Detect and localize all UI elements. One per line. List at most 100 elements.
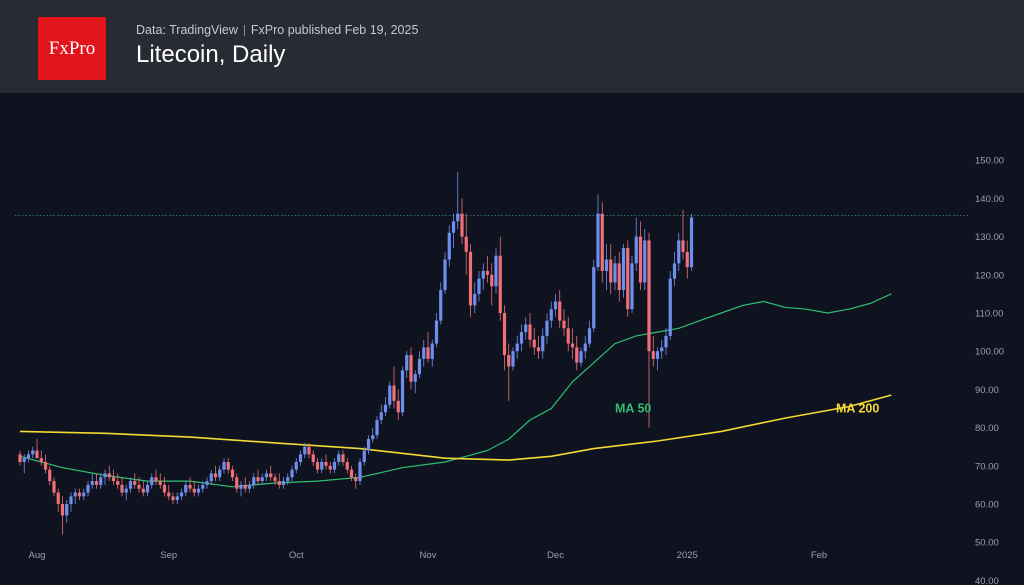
y-tick-label: 140.00 [975, 194, 1004, 205]
candle-down [315, 461, 320, 470]
candle-down [273, 477, 277, 482]
candle-down [60, 504, 65, 516]
candle-down [626, 248, 630, 310]
candlestick-chart: 150.00 140.00 130.00 120.00 110.00 100.00 90.0… [15, 156, 1004, 585]
candle-up [379, 412, 383, 420]
candle-up [383, 404, 388, 413]
candle-down [52, 481, 56, 493]
candle-down [490, 274, 494, 287]
candle-up [150, 477, 154, 485]
candle-down [507, 355, 511, 367]
candle-up [655, 351, 660, 359]
y-tick-label: 70.00 [975, 461, 999, 472]
candle-up [604, 259, 609, 271]
candle-down [18, 454, 22, 462]
candle-up [672, 263, 677, 279]
candle-down [409, 355, 413, 382]
candle-up [511, 351, 515, 367]
candle-up [689, 217, 694, 268]
y-tick-label: 150.00 [975, 156, 1004, 167]
candle-up [592, 267, 596, 329]
candle-down [120, 484, 124, 493]
candle-down [213, 473, 218, 478]
candle-down [311, 454, 315, 462]
divider [243, 24, 245, 36]
candle-down [277, 481, 281, 485]
candle-down [638, 236, 643, 283]
candle-up [456, 213, 460, 222]
candle-up [422, 347, 426, 359]
candle-down [167, 492, 171, 497]
candle-up [660, 347, 664, 352]
candle-up [264, 473, 269, 478]
candle-up [587, 328, 592, 344]
candle-up [430, 343, 434, 359]
candle-down [468, 251, 473, 306]
candle-down [341, 454, 345, 462]
candle-down [349, 469, 354, 478]
x-tick-label: Oct [289, 550, 304, 561]
candle-down [192, 488, 196, 493]
candle-down [116, 481, 120, 485]
candle-up [664, 335, 668, 348]
candle-up [439, 290, 443, 321]
candle-down [485, 270, 490, 275]
candle-down [111, 477, 116, 482]
candle-up [515, 343, 519, 352]
candle-down [464, 236, 468, 252]
candle-down [532, 339, 536, 348]
candle-down [94, 481, 99, 485]
candle-up [375, 419, 379, 436]
candle-up [175, 496, 179, 501]
candle-up [337, 454, 341, 462]
candle-down [235, 477, 239, 489]
candle-down [609, 259, 613, 283]
candle-up [332, 461, 337, 470]
candle-up [65, 504, 69, 516]
candle-down [600, 213, 604, 271]
ma200-line [19, 394, 892, 461]
header-bar: FxPro Data: TradingView FxPro published … [0, 0, 1024, 93]
candle-up [481, 270, 485, 279]
candle-down [256, 477, 260, 482]
candle-up [294, 461, 298, 470]
chart-title: Litecoin, Daily [136, 41, 286, 68]
y-tick-label: 120.00 [975, 270, 1004, 281]
candle-down [188, 484, 192, 489]
candle-up [643, 240, 647, 283]
candle-up [541, 335, 545, 352]
candle-down [226, 461, 230, 470]
candle-down [56, 492, 60, 504]
candle-down [575, 347, 579, 363]
y-tick-label: 110.00 [975, 309, 1003, 320]
candle-down [685, 251, 689, 268]
candle-up [413, 374, 417, 382]
x-tick-label: Sep [160, 550, 177, 561]
candle-up [473, 293, 477, 306]
x-tick-label: 2025 [677, 550, 698, 561]
candle-down [269, 473, 273, 478]
y-tick-label: 40.00 [975, 576, 999, 585]
candle-down [460, 213, 464, 237]
candle-up [286, 477, 290, 482]
candle-up [630, 263, 634, 310]
candle-up [621, 248, 626, 291]
candle-down [617, 263, 621, 291]
y-tick-label: 80.00 [975, 423, 999, 434]
candle-up [252, 477, 256, 485]
candle-up [128, 481, 133, 489]
candle-up [90, 481, 94, 485]
candle-down [141, 488, 145, 493]
candle-up [677, 240, 681, 264]
candle-up [579, 351, 583, 363]
candle-up [434, 320, 439, 344]
candle-up [358, 461, 362, 482]
candle-up [400, 370, 405, 413]
candle-up [222, 461, 226, 470]
y-tick-label: 90.00 [975, 385, 999, 396]
candle-up [366, 439, 371, 451]
candle-up [22, 458, 26, 462]
candle-up [668, 278, 672, 336]
candle-down [502, 313, 507, 356]
candle-up [451, 221, 456, 233]
